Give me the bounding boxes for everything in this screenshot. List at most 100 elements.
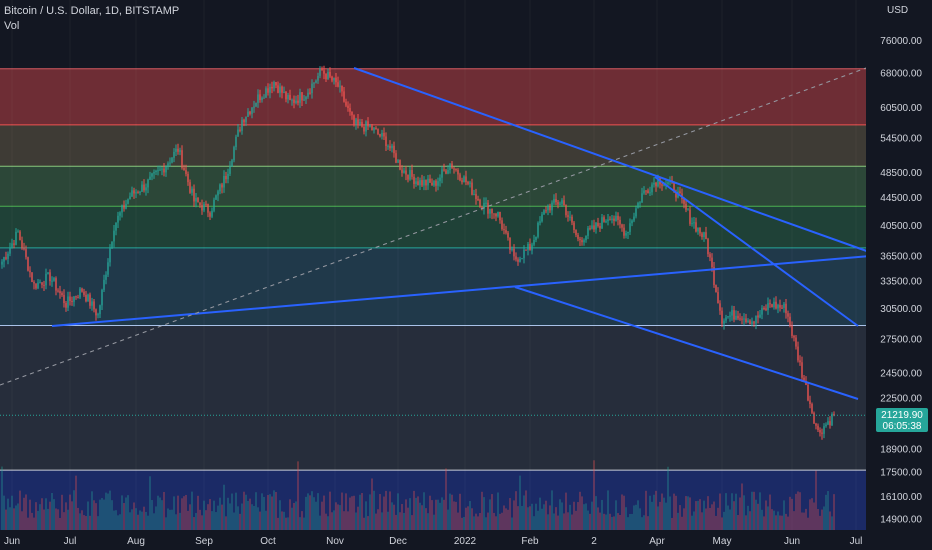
volume-bar [815, 470, 817, 530]
volume-bar [377, 509, 379, 530]
candle-body [225, 175, 227, 180]
candle-body [345, 101, 347, 106]
candle-body [499, 211, 501, 221]
volume-bar [45, 498, 47, 530]
candle-body [303, 99, 305, 101]
volume-bar [509, 498, 511, 530]
candle-body [721, 310, 723, 324]
candle-body [367, 121, 369, 127]
candle-body [661, 184, 663, 186]
trendline[interactable] [353, 67, 876, 255]
volume-bar [83, 515, 85, 530]
volume-bar [109, 490, 111, 530]
candle-body [731, 310, 733, 316]
candle-body [115, 222, 117, 231]
volume-bar [133, 502, 135, 530]
volume-bar [87, 501, 89, 530]
candle-body [637, 203, 639, 209]
candle-body [657, 177, 659, 187]
trendline[interactable] [654, 176, 859, 327]
volume-bar [19, 490, 21, 530]
volume-bar [489, 499, 491, 530]
volume-bar [811, 498, 813, 530]
candle-body [443, 169, 445, 171]
fibonacci-retracement [0, 68, 866, 550]
candle-body [215, 195, 217, 200]
volume-bar [1, 466, 3, 530]
candle-body [199, 202, 201, 206]
volume-bar [559, 499, 561, 530]
fib-trend-line[interactable] [0, 67, 867, 386]
candle-body [707, 239, 709, 255]
trendline[interactable] [514, 286, 859, 400]
volume-bar [801, 512, 803, 530]
candle-body [247, 111, 249, 117]
candle-body [715, 285, 717, 293]
volume-bar [51, 492, 53, 530]
volume-bar [333, 510, 335, 530]
volume-bar [453, 501, 455, 530]
candle-body [629, 223, 631, 232]
candle-body [313, 82, 315, 84]
volume-bar [223, 484, 225, 530]
volume-bar [7, 498, 9, 530]
time-axis[interactable]: Jun Jul Aug Sep Oct Nov Dec 2022 Feb 2 Apr May Jun Ju… [0, 530, 866, 550]
volume-bar [93, 500, 95, 530]
candle-body [167, 163, 169, 167]
volume-bar [57, 509, 59, 530]
volume-bar [719, 493, 721, 530]
candle-body [145, 187, 147, 191]
volume-bar [439, 502, 441, 530]
volume-bar [365, 501, 367, 530]
volume-bar [525, 490, 527, 530]
candle-body [819, 429, 821, 433]
volume-bar [261, 493, 263, 530]
candle-body [111, 241, 113, 249]
candle-body [123, 205, 125, 209]
time-tick-label: Dec [389, 536, 407, 547]
candle-body [331, 76, 333, 81]
candle-body [687, 209, 689, 211]
price-axis[interactable]: 76000.00 68000.00 60500.00 54500.00 48500.00… [866, 0, 932, 550]
symbol-title[interactable]: Bitcoin / U.S. Dollar, 1D, BITSTAMP [4, 5, 180, 17]
volume-bar [107, 493, 109, 530]
volume-bar [543, 504, 545, 530]
volume-bar [363, 517, 365, 530]
fib-band [0, 325, 866, 471]
candle-body [191, 188, 193, 193]
candle-body [823, 426, 825, 434]
volume-bar [591, 501, 593, 530]
candle-body [441, 169, 443, 178]
volume-bar [589, 513, 591, 530]
volume-bar [547, 514, 549, 530]
volume-bar [311, 491, 313, 530]
volume-bar [9, 507, 11, 530]
candle-body [627, 231, 629, 234]
volume-bar [763, 516, 765, 530]
price-tick-label: 68000.00 [880, 69, 922, 80]
candle-body [369, 125, 371, 127]
candle-body [335, 77, 337, 83]
volume-bar [99, 499, 101, 530]
volume-bar [187, 510, 189, 530]
candle-body [513, 249, 515, 257]
candle-body [509, 237, 511, 250]
volume-bar [211, 511, 213, 530]
volume-bar [473, 516, 475, 530]
trendlines[interactable] [0, 67, 876, 416]
candle-body [195, 197, 197, 202]
volume-bar [63, 512, 65, 530]
volume-indicator-label[interactable]: Vol [4, 20, 20, 32]
trendline[interactable] [51, 255, 871, 327]
candle-body [643, 190, 645, 194]
volume-bars [1, 460, 835, 530]
candle-body [445, 170, 447, 174]
volume-bar [491, 494, 493, 530]
candle-body [535, 236, 537, 240]
volume-bar [177, 495, 179, 530]
volume-bar [345, 493, 347, 530]
volume-bar [159, 497, 161, 530]
volume-bar [523, 495, 525, 530]
candle-body [453, 168, 455, 170]
